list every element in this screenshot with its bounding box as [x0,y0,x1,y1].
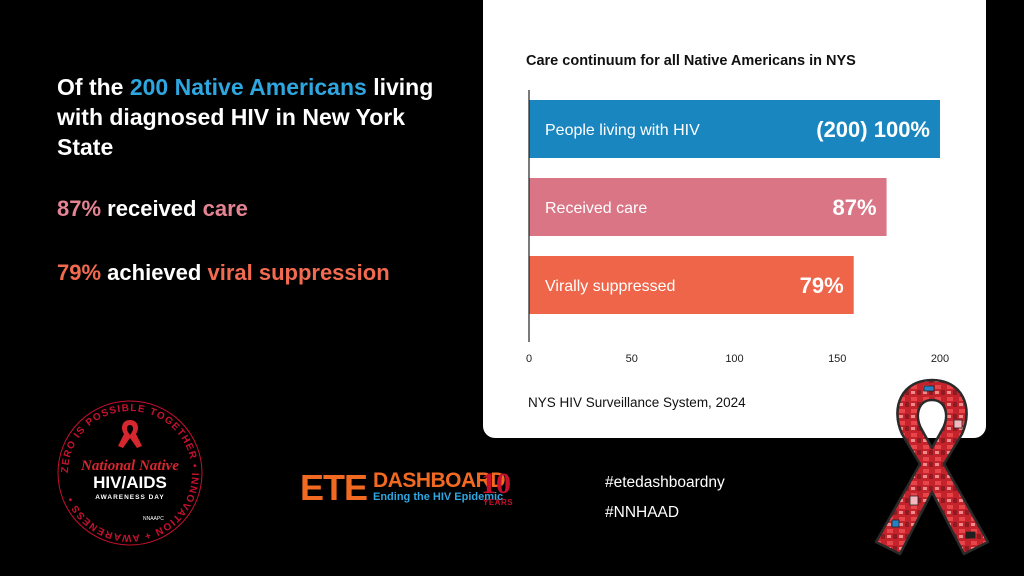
nnhaad-line2: HIV/AIDS [93,473,167,492]
headline-rest: living with diagnosed HIV in New York St… [57,74,434,160]
stat-suppression-text: achieved [107,260,202,285]
bar-category-label: Virally suppressed [545,278,675,295]
bar-value-label: (200) 100% [816,117,930,142]
stat-care: 87% received care [57,196,248,222]
stat-care-text: received [107,196,197,221]
ete-logo-big: ETE [300,467,368,508]
chart-source: NYS HIV Surveillance System, 2024 [528,395,746,410]
hashtags: #etedashboardny #NNHAAD [605,468,725,528]
ete-logo-subtitle: Ending the HIV Epidemic [373,491,504,503]
bar [529,178,887,236]
awareness-ribbon-icon [874,378,990,556]
nnhaad-line3: AWARENESS DAY [95,494,164,501]
hashtag-ete: #etedashboardny [605,474,725,491]
hashtag-nnhaad: #NNHAAD [605,504,680,521]
headline-accent: 200 Native Americans [129,74,367,100]
nnhaad-line1: National Native [80,458,179,474]
x-tick-label: 200 [931,353,949,365]
nnhaad-ring [57,400,203,546]
bar-chart: People living with HIV (200) 100% Received… [526,90,949,365]
nnhaad-ribbon-icon [118,420,142,448]
stat-suppression-value: 79% [57,260,102,285]
bar-value-label: 79% [800,273,844,298]
stat-care-value: 87% [57,196,102,221]
ete-logo-years: YEARS [483,498,514,507]
x-tick-label: 100 [725,353,743,365]
bar-value-label: 87% [833,195,877,220]
chart-title: Care continuum for all Native Americans … [526,53,856,69]
stat-suppression-highlight: viral suppression [207,260,390,285]
x-tick-label: 0 [526,353,532,365]
x-tick-label: 50 [626,353,638,365]
headline-prefix: Of the [57,74,124,100]
stat-suppression: 79% achieved viral suppression [57,260,390,286]
ete-logo-dashboard: DASHBOARD [373,469,506,492]
stat-care-highlight: care [202,196,248,221]
nnhaad-small: NNAAPC [143,516,164,522]
x-tick-label: 150 [828,353,846,365]
nnhaad-logo: ZERO IS POSSIBLE TOGETHER • INNOVATION +… [57,400,203,546]
bar-category-label: People living with HIV [545,122,700,139]
headline: Of the 200 Native Americans living with … [57,72,457,162]
bar [529,256,854,314]
bar [529,100,940,158]
ete-logo-ten: 10 [481,467,511,500]
bar-category-label: Received care [545,200,647,217]
